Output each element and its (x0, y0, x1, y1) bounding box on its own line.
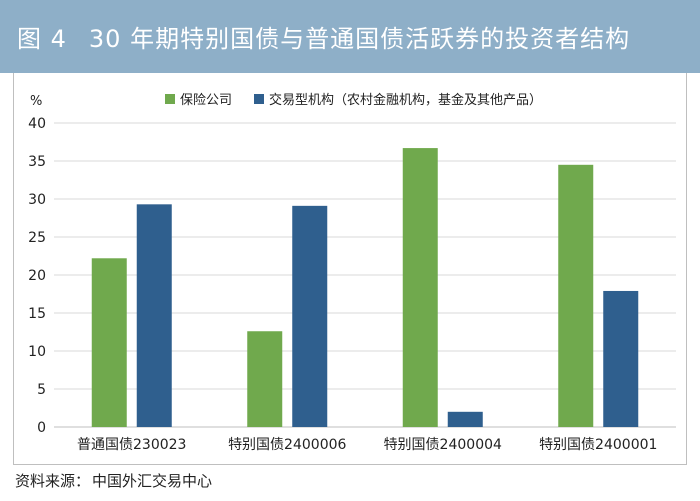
figure-title: 图 4 30 年期特别国债与普通国债活跃券的投资者结构 (17, 19, 630, 54)
y-tick-label: 25 (28, 230, 46, 246)
y-tick-label: 10 (28, 344, 46, 360)
bar (91, 258, 127, 427)
bar (247, 331, 283, 427)
x-tick-label: 特别国债2400001 (539, 437, 657, 453)
x-tick-label: 特别国债2400004 (384, 437, 502, 453)
y-tick-label: 30 (28, 192, 46, 208)
bar-chart: 0 5 10 15 20 25 30 35 40% 普通国债230023 特别国债2400006 特别… (28, 92, 676, 453)
bar (603, 290, 639, 427)
figure-number: 图 4 (17, 25, 67, 53)
y-axis-unit: % (30, 94, 42, 109)
y-tick-label: 5 (37, 382, 46, 398)
y-tick-label: 0 (37, 420, 46, 436)
source-value: 中国外汇交易中心 (92, 472, 213, 490)
y-tick-label: 40 (28, 116, 46, 132)
legend-swatch (165, 94, 175, 104)
figure-title-text: 30 年期特别国债与普通国债活跃券的投资者结构 (88, 25, 631, 53)
legend-swatch (254, 94, 264, 104)
figure-header: 图 4 30 年期特别国债与普通国债活跃券的投资者结构 (0, 0, 700, 73)
y-tick-label: 35 (28, 154, 46, 170)
bar (292, 205, 328, 427)
source-note: 资料来源： 中国外汇交易中心 (15, 470, 212, 491)
bar (402, 148, 438, 427)
legend-label: 保险公司 (180, 93, 232, 108)
bar (447, 411, 483, 427)
x-tick-label: 普通国债230023 (77, 437, 186, 453)
chart-panel: 0 5 10 15 20 25 30 35 40% 普通国债230023 特别国债2400006 特别… (13, 73, 687, 465)
bar (558, 164, 594, 428)
bar (136, 204, 172, 427)
source-label: 资料来源： (15, 472, 91, 490)
x-tick-label: 特别国债2400006 (228, 437, 346, 453)
y-tick-label: 15 (28, 306, 46, 322)
legend-label: 交易型机构（农村金融机构，基金及其他产品） (269, 92, 542, 108)
y-tick-label: 20 (28, 268, 46, 284)
